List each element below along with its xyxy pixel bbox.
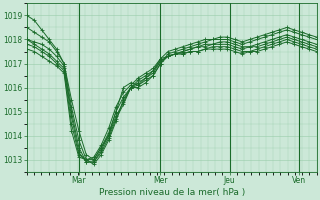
X-axis label: Pression niveau de la mer( hPa ): Pression niveau de la mer( hPa ) bbox=[99, 188, 245, 197]
